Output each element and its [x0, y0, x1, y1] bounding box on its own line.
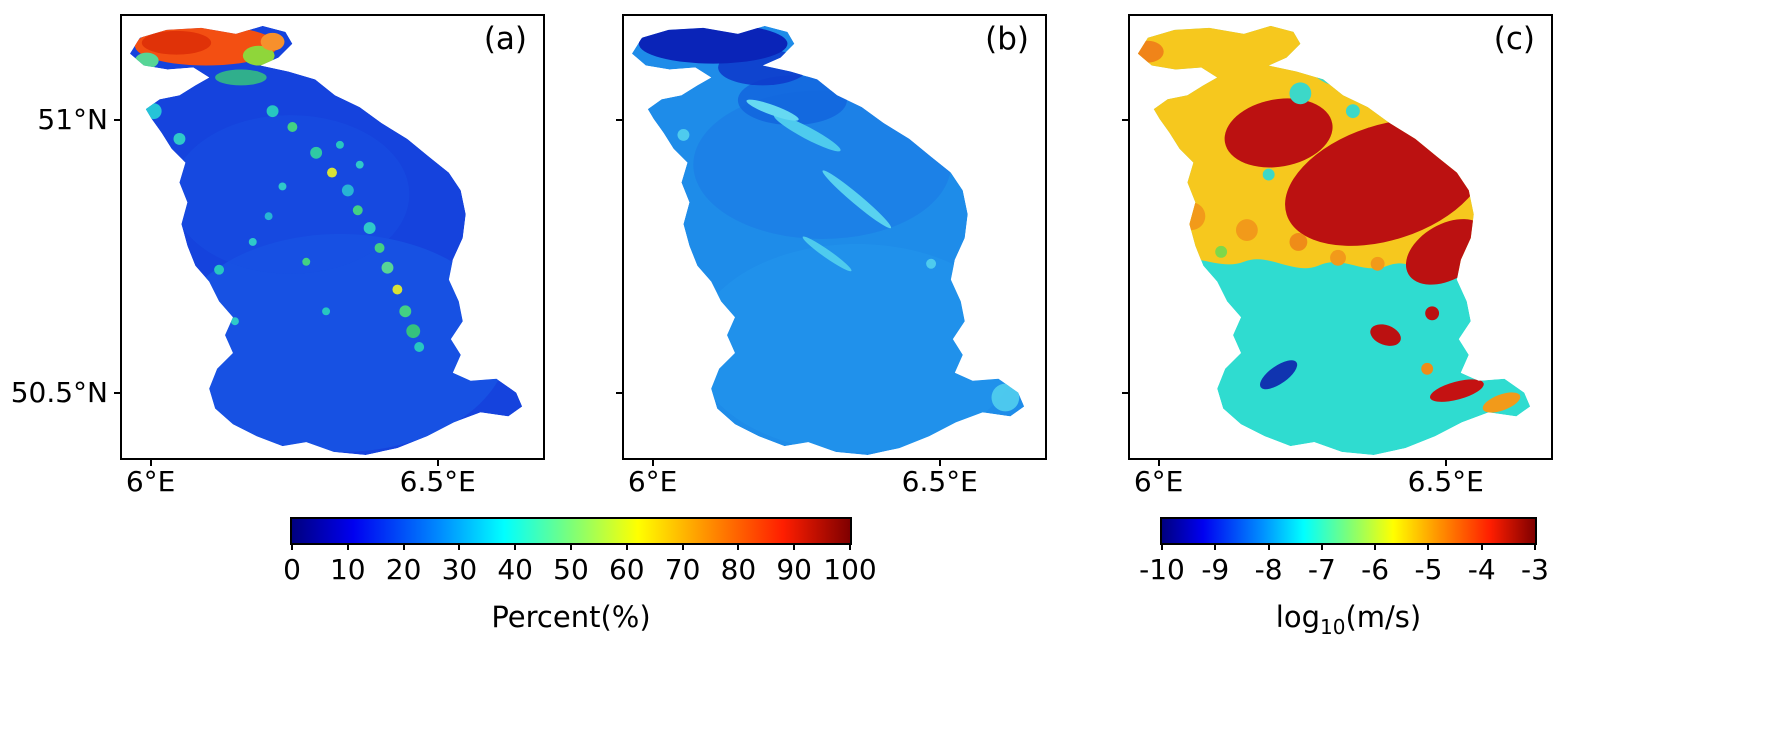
colorbar-tick-mark	[1534, 543, 1536, 550]
y-tick-mark	[616, 392, 624, 395]
x-tick-mark	[651, 458, 654, 466]
colorbar-tick-mark	[1161, 543, 1163, 550]
colorbar-tick-mark	[291, 543, 293, 550]
colorbar-tick-label: -5	[1414, 553, 1443, 586]
x-tick-mark	[1444, 458, 1447, 466]
x-tick-mark	[436, 458, 439, 466]
colorbar-tick-label: -10	[1139, 553, 1185, 586]
colorbar-tick-label: 20	[385, 553, 422, 586]
x-tick-label: 6.5°E	[1407, 465, 1484, 498]
colorbar-tick-label: 100	[823, 553, 877, 586]
colorbar-log-title-subscript: 10	[1320, 614, 1346, 639]
colorbar-tick-label: -6	[1361, 553, 1390, 586]
colorbar-tick-mark	[1427, 543, 1430, 550]
colorbar-tick-label: 70	[664, 553, 701, 586]
y-tick-mark	[114, 118, 122, 121]
y-tick-mark	[1122, 118, 1130, 121]
colorbar-log: log10(m/s) -10 -9 -8 -7 -6 -5 -4 -3	[1139, 517, 1549, 637]
colorbar-tick-label: -8	[1254, 553, 1283, 586]
y-tick-mark	[114, 392, 122, 395]
colorbar-tick-mark	[793, 543, 796, 550]
colorbar-tick-label: 90	[776, 553, 813, 586]
x-tick-label: 6.5°E	[901, 465, 978, 498]
colorbar-tick-mark	[346, 543, 349, 550]
colorbar-tick-mark	[1267, 543, 1270, 550]
x-tick-mark	[149, 458, 152, 466]
x-tick-label: 6°E	[1133, 465, 1184, 498]
panel-label-c: (c)	[1493, 21, 1535, 57]
x-tick-label: 6°E	[125, 465, 176, 498]
colorbar-tick-mark	[1374, 543, 1377, 550]
colorbar-percent-title: Percent(%)	[491, 600, 651, 634]
y-tick-mark	[1122, 392, 1130, 395]
x-tick-label: 6.5°E	[399, 465, 476, 498]
panel-label-b: (b)	[985, 21, 1029, 57]
colorbar-log-title-prefix: log	[1275, 600, 1320, 634]
colorbar-tick-mark	[1480, 543, 1483, 550]
colorbar-percent: Percent(%) 0 10 20 30 40 50 60 70 80 90 100	[283, 517, 877, 632]
colorbar-tick-label: -9	[1201, 553, 1230, 586]
y-tick-label: 50.5°N	[10, 376, 108, 410]
y-tick-label: 51°N	[37, 102, 108, 136]
colorbar-tick-label: 60	[608, 553, 645, 586]
colorbar-tick-label: 0	[283, 553, 301, 586]
map-panel-a: (a) 6°E 6.5°E 51°N 50.5°N	[11, 14, 545, 496]
colorbar-tick-mark	[737, 543, 740, 550]
colorbar-tick-mark	[625, 543, 628, 550]
colorbar-tick-mark	[570, 543, 572, 550]
x-tick-mark	[938, 458, 941, 466]
colorbar-tick-label: 10	[329, 553, 366, 586]
x-tick-mark	[1157, 458, 1160, 466]
colorbar-tick-label: 30	[441, 553, 478, 586]
colorbar-tick-mark	[849, 543, 851, 550]
colorbar-tick-mark	[1320, 543, 1323, 550]
colorbar-tick-label: 50	[553, 553, 589, 586]
map-panel-c: (c) 6°E 6.5°E	[1122, 14, 1553, 496]
map-b-raster	[631, 25, 1025, 456]
colorbar-tick-label: -7	[1307, 553, 1336, 586]
map-a-raster	[129, 25, 523, 456]
colorbar-tick-label: -3	[1521, 553, 1549, 586]
colorbar-tick-mark	[1214, 543, 1217, 550]
colorbar-tick-mark	[402, 543, 405, 550]
colorbar-tick-label: 40	[497, 553, 534, 586]
x-tick-label: 6°E	[627, 465, 678, 498]
colorbar-tick-label: 80	[720, 553, 757, 586]
colorbar-tick-label: -4	[1467, 553, 1496, 586]
map-c-raster	[1137, 25, 1531, 456]
map-panel-b: (b) 6°E 6.5°E	[616, 14, 1047, 496]
colorbar-log-title: log10(m/s)	[1162, 603, 1535, 637]
colorbar-tick-mark	[514, 543, 517, 550]
panel-label-a: (a)	[483, 21, 527, 57]
colorbar-tick-mark	[681, 543, 684, 550]
colorbar-log-title-suffix: (m/s)	[1345, 600, 1422, 634]
y-tick-mark	[616, 118, 624, 121]
colorbar-tick-mark	[458, 543, 461, 550]
